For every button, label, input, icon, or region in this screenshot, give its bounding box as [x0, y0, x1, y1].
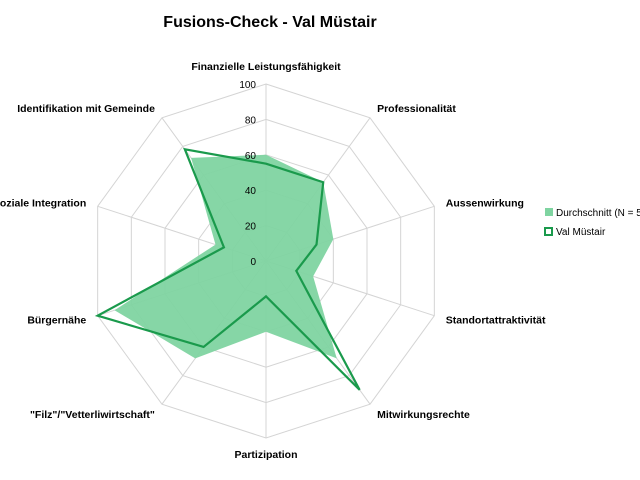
- series-area-average: [114, 154, 337, 359]
- series-line-val-muestair: [94, 147, 361, 391]
- axis-label: Partizipation: [234, 449, 297, 461]
- axis-label: Standortattraktivität: [446, 314, 546, 326]
- radial-tick-label: 0: [250, 257, 256, 268]
- axis-label: Mitwirkungsrechte: [377, 409, 470, 421]
- radial-tick-label: 20: [245, 222, 257, 233]
- legend-swatch-average: [545, 208, 553, 216]
- axis-label: Soziale Integration: [0, 198, 86, 210]
- radial-tick-label: 100: [239, 80, 256, 91]
- legend: Durchschnitt (N = 5) Val Müstair: [544, 208, 640, 238]
- axis-label: Identifikation mit Gemeinde: [17, 103, 155, 115]
- radial-tick-label: 80: [245, 115, 257, 126]
- radial-tick-label: 40: [245, 186, 257, 197]
- axis-label: Finanzielle Leistungsfähigkeit: [191, 61, 341, 73]
- radial-tick-label: 60: [245, 151, 257, 162]
- axis-label: "Filz"/"Vetterliwirtschaft": [30, 409, 155, 421]
- axis-label: Bürgernähe: [27, 314, 86, 326]
- legend-label-val-muestair: Val Müstair: [556, 227, 606, 238]
- chart-title: Fusions-Check - Val Müstair: [163, 14, 376, 31]
- legend-swatch-val-muestair: [544, 227, 553, 236]
- radial-tick-labels: 0 20 40 60 80 100: [239, 80, 256, 268]
- radar-series: [94, 147, 361, 391]
- axis-label: Professionalität: [377, 103, 456, 115]
- axis-label: Aussenwirkung: [446, 198, 524, 210]
- axis-labels: Finanzielle Leistungsfähigkeit Profession…: [0, 61, 546, 461]
- legend-label-average: Durchschnitt (N = 5): [556, 208, 640, 219]
